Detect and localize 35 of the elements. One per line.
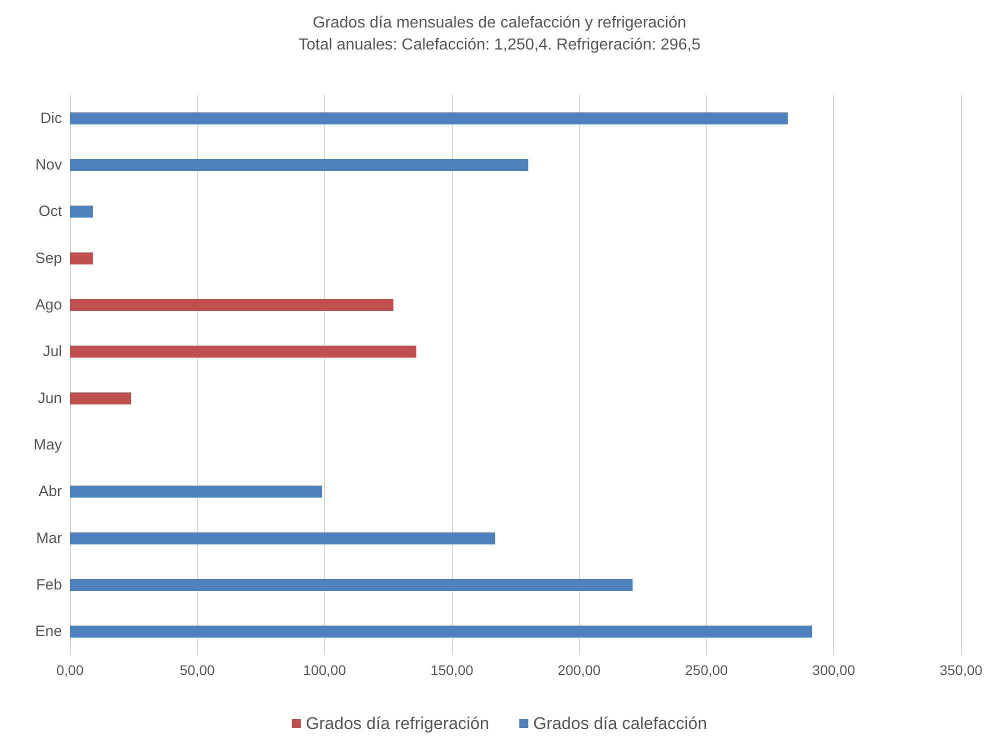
y-tick-label: Feb xyxy=(36,576,62,594)
y-tick-label: Abr xyxy=(38,483,62,500)
bar xyxy=(70,532,496,544)
x-tick-label: 150,00 xyxy=(430,662,474,678)
y-tick-label: Oct xyxy=(38,203,63,220)
bar xyxy=(70,626,812,638)
x-tick-label: 50,00 xyxy=(180,662,216,678)
y-tick-label: Nov xyxy=(35,156,62,174)
x-tick-label: 300,00 xyxy=(812,662,856,678)
y-tick-label: May xyxy=(34,436,62,454)
x-tick-label: 0,00 xyxy=(56,662,84,678)
y-tick-label: Ago xyxy=(35,296,62,314)
x-tick-label: 250,00 xyxy=(685,662,728,678)
bar xyxy=(70,159,528,171)
bar xyxy=(70,579,633,591)
legend-label: Grados día calefacción xyxy=(533,714,708,733)
y-tick-label: Jul xyxy=(42,343,62,360)
chart-subtitle: Total anuales: Calefacción: 1,250,4. Refrigeración: 296,5 xyxy=(298,36,701,54)
x-tick-label: 100,00 xyxy=(303,662,346,678)
bar xyxy=(70,112,788,124)
bar xyxy=(70,299,394,311)
legend-label: Grados día refrigeración xyxy=(306,714,490,733)
bar xyxy=(70,206,93,218)
y-tick-label: Jun xyxy=(38,390,62,407)
y-tick-label: Sep xyxy=(35,250,62,267)
y-tick-label: Mar xyxy=(36,530,62,547)
y-tick-label: Dic xyxy=(40,110,62,127)
x-tick-label: 350,00 xyxy=(940,662,983,678)
x-tick-label: 200,00 xyxy=(558,662,601,678)
chart-title: Grados día mensuales de calefacción y refrigeración xyxy=(312,14,686,32)
bar xyxy=(70,392,132,404)
bar xyxy=(70,252,93,264)
y-tick-label: Ene xyxy=(35,623,62,640)
bar xyxy=(70,486,322,498)
bar xyxy=(70,346,416,358)
